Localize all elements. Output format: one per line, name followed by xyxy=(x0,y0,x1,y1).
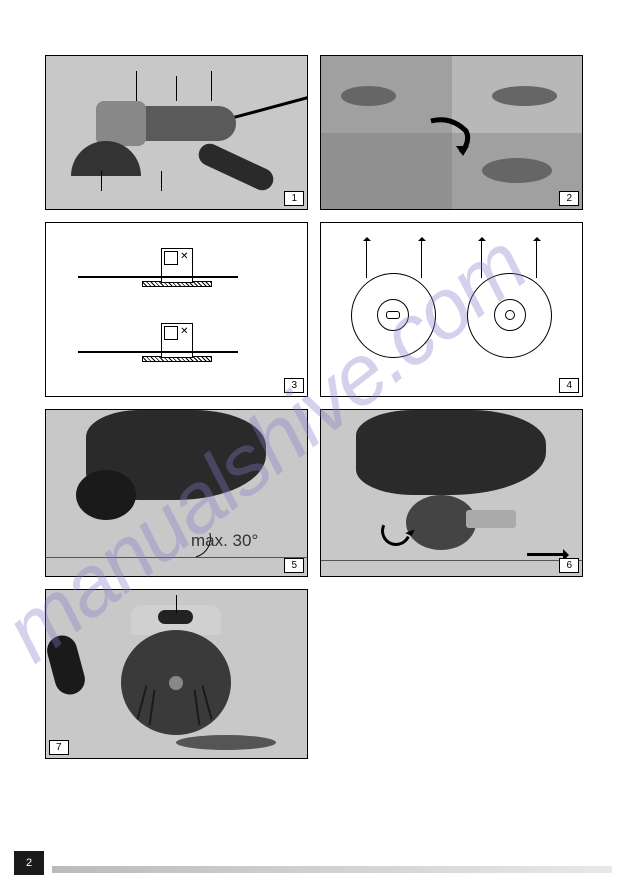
side-handle xyxy=(45,632,88,698)
disc-center xyxy=(386,311,400,319)
figure-label: 2 xyxy=(559,191,579,206)
cross-section-a xyxy=(142,248,212,287)
figure-7: 7 xyxy=(45,589,308,759)
rotation-arrow-icon xyxy=(421,111,481,161)
callout-line xyxy=(161,171,162,191)
disc-line xyxy=(78,351,238,353)
figure-6: 6 xyxy=(320,409,583,577)
figure-4: 4 xyxy=(320,222,583,397)
footer-bar xyxy=(52,866,612,873)
arrow-up-icon xyxy=(421,238,422,278)
figure-grid: 1 2 xyxy=(45,55,585,771)
grinder-head xyxy=(96,101,146,146)
callout-line xyxy=(211,71,212,101)
center-screw xyxy=(169,676,183,690)
arrow-up-icon xyxy=(366,238,367,278)
disc-icon xyxy=(341,86,396,106)
figure-5: max. 30° 5 xyxy=(45,409,308,577)
row-3: max. 30° 5 6 xyxy=(45,409,585,577)
figure-label: 4 xyxy=(559,378,579,393)
row-2: 3 4 xyxy=(45,222,585,397)
disc-icon xyxy=(482,158,552,183)
row-1: 1 2 xyxy=(45,55,585,210)
handle-end xyxy=(76,470,136,520)
callout-line xyxy=(176,595,177,613)
row-4: 7 xyxy=(45,589,585,759)
callout-line xyxy=(101,171,102,191)
direction-arrow-icon xyxy=(527,553,567,556)
arrow-up-icon xyxy=(536,238,537,278)
disc-line xyxy=(78,276,238,278)
spindle-icon xyxy=(161,248,193,283)
disc-icon xyxy=(492,86,557,106)
surface-line xyxy=(321,560,582,561)
page-footer: 2 xyxy=(0,851,629,875)
arrow-up-icon xyxy=(481,238,482,278)
angle-text: max. 30° xyxy=(191,531,258,551)
figure-3: 3 xyxy=(45,222,308,397)
figure-label: 6 xyxy=(559,558,579,573)
spindle-icon xyxy=(161,323,193,358)
callout-line xyxy=(176,76,177,101)
disc-center xyxy=(505,310,515,320)
power-cord xyxy=(232,96,308,120)
grinder-guard xyxy=(71,141,141,176)
page-number: 2 xyxy=(14,851,44,875)
figure-label: 1 xyxy=(284,191,304,206)
cross-section-b xyxy=(142,323,212,362)
glove-shape xyxy=(356,410,546,495)
figure-label: 7 xyxy=(49,740,69,755)
figure-1: 1 xyxy=(45,55,308,210)
figure-2: 2 xyxy=(320,55,583,210)
figure-label: 3 xyxy=(284,378,304,393)
callout-line xyxy=(136,71,137,101)
tool-body xyxy=(466,510,516,528)
figure-label: 5 xyxy=(284,558,304,573)
surface-line xyxy=(46,557,307,558)
side-handle xyxy=(195,140,277,194)
guard-edge xyxy=(176,735,276,750)
